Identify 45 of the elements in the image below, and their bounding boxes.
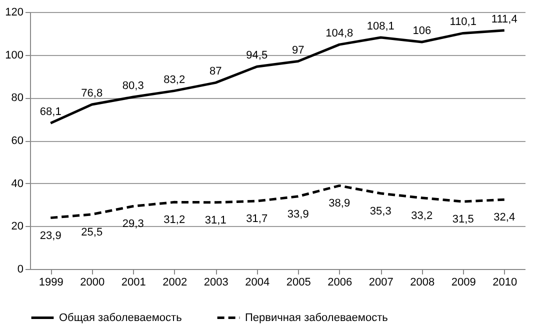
x-tick-label: 2000	[80, 276, 105, 288]
x-tick-label: 2002	[162, 276, 188, 288]
x-tick-label: 2005	[286, 276, 311, 288]
data-label: 94,5	[246, 50, 268, 62]
x-tick-label: 2010	[492, 276, 518, 288]
data-label: 108,1	[366, 20, 394, 32]
y-tick-label: 40	[11, 178, 24, 190]
data-label: 29,3	[122, 218, 144, 230]
data-label: 97	[292, 44, 304, 56]
x-tick-label: 2006	[328, 276, 352, 288]
data-label: 87	[210, 66, 222, 78]
data-label: 23,9	[40, 230, 62, 242]
x-tick-label: 2008	[410, 276, 435, 288]
y-tick-label: 60	[11, 135, 24, 147]
data-label: 31,5	[452, 214, 474, 226]
data-label: 32,4	[494, 212, 516, 224]
legend-label: Первичная заболеваемость	[245, 312, 388, 324]
x-tick-label: 2007	[368, 276, 394, 288]
data-label: 80,3	[122, 80, 144, 92]
x-tick-label: 2009	[451, 276, 476, 288]
x-tick-label: 2001	[121, 276, 146, 288]
data-label: 31,1	[204, 214, 226, 226]
data-label: 68,1	[40, 106, 62, 118]
data-label: 38,9	[328, 198, 350, 210]
y-tick-label: 0	[17, 264, 24, 276]
data-label: 76,8	[81, 88, 103, 100]
data-label: 25,5	[81, 226, 103, 238]
x-tick-label: 1999	[38, 276, 64, 288]
data-label: 33,9	[287, 208, 309, 220]
data-label: 33,2	[411, 210, 433, 222]
data-label: 35,3	[370, 205, 392, 218]
data-label: 106	[412, 24, 432, 37]
x-tick-label: 2004	[245, 276, 270, 288]
y-tick-label: 120	[5, 6, 24, 18]
legend-label: Общая заболеваемость	[59, 312, 182, 324]
y-tick-label: 100	[5, 49, 24, 62]
y-tick-label: 80	[11, 92, 24, 104]
data-label: 104,8	[326, 28, 354, 40]
data-label: 83,2	[164, 74, 186, 86]
x-tick-label: 2003	[204, 276, 228, 288]
y-tick-label: 20	[11, 220, 24, 233]
data-label: 31,2	[164, 214, 186, 226]
data-label: 110,1	[450, 16, 476, 28]
data-label: 111,4	[491, 13, 518, 26]
data-label: 31,7	[246, 213, 268, 226]
